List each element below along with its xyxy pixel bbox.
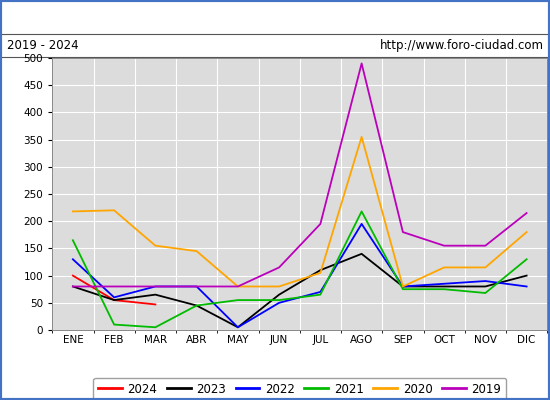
Legend: 2024, 2023, 2022, 2021, 2020, 2019: 2024, 2023, 2022, 2021, 2020, 2019 (94, 378, 506, 400)
Text: 2019 - 2024: 2019 - 2024 (7, 39, 78, 52)
Text: http://www.foro-ciudad.com: http://www.foro-ciudad.com (379, 39, 543, 52)
Text: Evolucion Nº Turistas Nacionales en el municipio de Taberno: Evolucion Nº Turistas Nacionales en el m… (54, 10, 496, 24)
